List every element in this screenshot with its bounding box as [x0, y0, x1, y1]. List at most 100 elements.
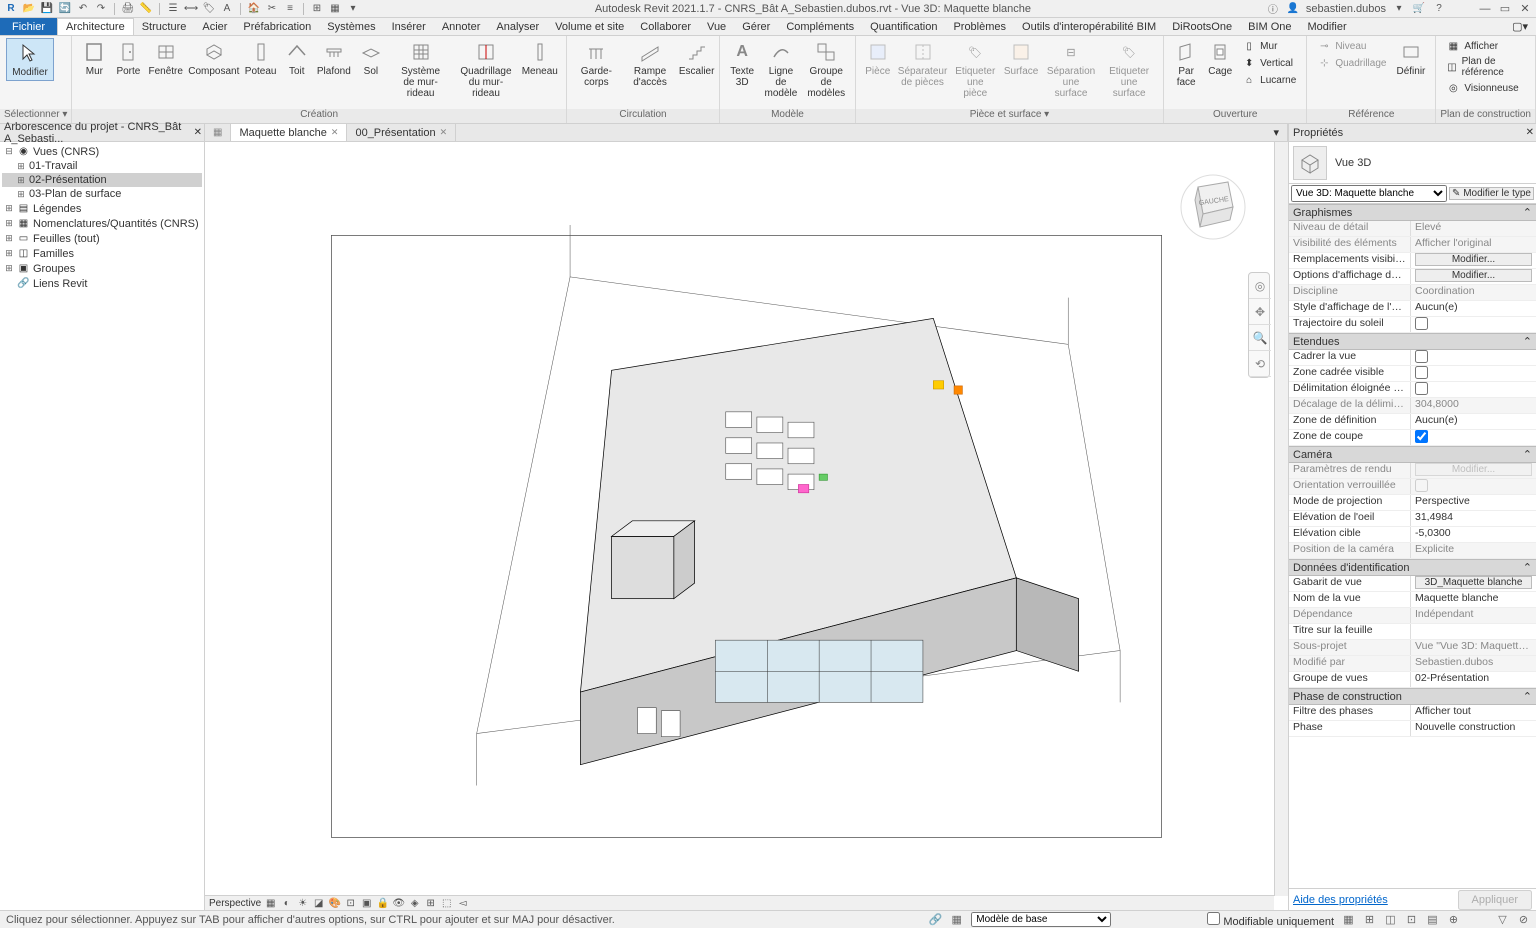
sb-icon-3[interactable]: ◫: [1384, 913, 1397, 926]
expand-icon[interactable]: ⊞: [16, 189, 26, 200]
menu-acier[interactable]: Acier: [194, 18, 235, 35]
dormer-button[interactable]: ⌂Lucarne: [1238, 72, 1300, 88]
sb-icon-1[interactable]: ▦: [1342, 913, 1355, 926]
prop-filtre-phases[interactable]: Filtre des phasesAfficher tout: [1289, 705, 1536, 721]
prop-titre[interactable]: Titre sur la feuille: [1289, 624, 1536, 640]
instance-selector[interactable]: Vue 3D: Maquette blanche: [1291, 185, 1447, 202]
undo-icon[interactable]: ↶: [76, 2, 90, 16]
tree-groups[interactable]: ⊞▣Groupes: [2, 261, 202, 276]
show-button[interactable]: ▦Afficher: [1442, 38, 1529, 54]
expand-icon[interactable]: ⊞: [4, 248, 14, 259]
prop-groupe-vues[interactable]: Groupe de vues02-Présentation: [1289, 672, 1536, 688]
menu-bimone[interactable]: BIM One: [1240, 18, 1299, 35]
mullion-button[interactable]: Meneau: [520, 38, 560, 79]
prop-delim[interactable]: Délimitation éloignée active: [1289, 382, 1536, 398]
door-button[interactable]: Porte: [112, 38, 144, 79]
menu-annoter[interactable]: Annoter: [434, 18, 489, 35]
tree-presentation[interactable]: ⊞02-Présentation: [2, 173, 202, 187]
tab-overflow[interactable]: ▾: [1265, 124, 1288, 141]
workset-selector[interactable]: Modèle de base: [971, 912, 1111, 927]
redo-icon[interactable]: ↷: [94, 2, 108, 16]
window-button[interactable]: Fenêtre: [146, 38, 185, 79]
set-button[interactable]: Définir: [1392, 38, 1429, 79]
editable-only-label[interactable]: Modifiable uniquement: [1207, 912, 1334, 928]
menu-file[interactable]: Fichier: [0, 18, 57, 35]
prop-nom-vue[interactable]: Nom de la vueMaquette blanche: [1289, 592, 1536, 608]
collapse-icon[interactable]: ⌃: [1523, 335, 1532, 348]
save-icon[interactable]: 💾: [40, 2, 54, 16]
sb-icon-6[interactable]: ⊕: [1447, 913, 1460, 926]
modify-button[interactable]: Modifier: [6, 38, 54, 81]
thinlines-icon[interactable]: ≡: [283, 2, 297, 16]
properties-close-icon[interactable]: ✕: [1526, 127, 1534, 138]
tree-links[interactable]: 🔗Liens Revit: [2, 276, 202, 291]
crop-checkbox[interactable]: [1415, 350, 1428, 363]
menu-inserer[interactable]: Insérer: [384, 18, 434, 35]
prop-rempl-visib[interactable]: Remplacements visibilité / g...Modifier.…: [1289, 253, 1536, 269]
expand-icon[interactable]: ⊞: [4, 218, 14, 229]
properties-help-link[interactable]: Aide des propriétés: [1293, 894, 1388, 906]
menu-quantif[interactable]: Quantification: [862, 18, 945, 35]
collapse-icon[interactable]: ⌃: [1523, 448, 1532, 461]
menu-problemes[interactable]: Problèmes: [945, 18, 1014, 35]
print-icon[interactable]: 🖨: [121, 2, 135, 16]
shadows-icon[interactable]: ◪: [312, 897, 325, 910]
minimize-button[interactable]: —: [1478, 2, 1492, 16]
shaft-button[interactable]: Cage: [1204, 38, 1236, 79]
prop-trajectoire[interactable]: Trajectoire du soleil: [1289, 317, 1536, 333]
edit-button[interactable]: Modifier...: [1415, 269, 1532, 282]
open-icon[interactable]: 📂: [22, 2, 36, 16]
group-graphismes[interactable]: Graphismes⌃: [1289, 204, 1536, 221]
align-icon[interactable]: ☰: [166, 2, 180, 16]
stair-button[interactable]: Escalier: [680, 38, 713, 79]
vertical-opening-button[interactable]: ⬍Vertical: [1238, 55, 1300, 71]
expand-icon[interactable]: ⊞: [16, 161, 26, 172]
text-icon[interactable]: A: [220, 2, 234, 16]
railing-button[interactable]: Garde-corps: [573, 38, 620, 90]
menu-vue[interactable]: Vue: [699, 18, 734, 35]
visual-style-icon[interactable]: ◐: [280, 897, 293, 910]
maximize-button[interactable]: ▭: [1498, 2, 1512, 16]
group-camera[interactable]: Caméra⌃: [1289, 446, 1536, 463]
sun-path-icon[interactable]: ☀: [296, 897, 309, 910]
close-inactive-icon[interactable]: ⊞: [310, 2, 324, 16]
prop-zone-def[interactable]: Zone de définitionAucun(e): [1289, 414, 1536, 430]
3d-canvas[interactable]: GAUCHE ◎ ✥ 🔍 ⟲ Perspective ▦ ◐ ☀ ◪ 🎨 ⊡: [205, 142, 1288, 910]
expand-icon[interactable]: ⊞: [16, 175, 26, 186]
temp-hide-icon[interactable]: 👁: [392, 897, 405, 910]
sync-icon[interactable]: 🔄: [58, 2, 72, 16]
help-icon[interactable]: ?: [1432, 2, 1446, 16]
expand-icon[interactable]: ⊞: [4, 203, 14, 214]
wall-button[interactable]: Mur: [78, 38, 110, 79]
reveal-icon[interactable]: ◈: [408, 897, 421, 910]
crop-visible-icon[interactable]: ▣: [360, 897, 373, 910]
menu-gerer[interactable]: Gérer: [734, 18, 778, 35]
edit-button[interactable]: Modifier...: [1415, 253, 1532, 266]
close-button[interactable]: ✕: [1518, 2, 1532, 16]
column-button[interactable]: Poteau: [243, 38, 279, 79]
menu-analyser[interactable]: Analyser: [488, 18, 547, 35]
view-cube[interactable]: GAUCHE: [1178, 172, 1248, 242]
prop-options-aff[interactable]: Options d'affichage des gra...Modifier..…: [1289, 269, 1536, 285]
tree-plansurface[interactable]: ⊞03-Plan de surface: [2, 187, 202, 201]
model-text-button[interactable]: ATexte 3D: [726, 38, 758, 90]
pan-icon[interactable]: ✥: [1249, 299, 1271, 325]
cancel-icon[interactable]: ⊘: [1517, 913, 1530, 926]
lock-icon[interactable]: 🔒: [376, 897, 389, 910]
worksharing-icon[interactable]: ⊞: [424, 897, 437, 910]
model-line-button[interactable]: Ligne de modèle: [760, 38, 802, 101]
user-dropdown-icon[interactable]: ▾: [1392, 2, 1406, 16]
floor-button[interactable]: Sol: [355, 38, 387, 79]
tree-travail[interactable]: ⊞01-Travail: [2, 159, 202, 173]
menu-complements[interactable]: Compléments: [778, 18, 862, 35]
edit-type-button[interactable]: ✎ Modifier le type: [1449, 187, 1534, 200]
menu-architecture[interactable]: Architecture: [57, 18, 134, 35]
section-box-checkbox[interactable]: [1415, 430, 1428, 443]
chevron-icon[interactable]: ◅: [456, 897, 469, 910]
filter-icon[interactable]: ▽: [1496, 913, 1509, 926]
crop-visible-checkbox[interactable]: [1415, 366, 1428, 379]
template-button[interactable]: 3D_Maquette blanche: [1415, 576, 1532, 589]
prop-cadrer[interactable]: Cadrer la vue: [1289, 350, 1536, 366]
menu-diroots[interactable]: DiRootsOne: [1164, 18, 1240, 35]
orbit-icon[interactable]: ⟲: [1249, 351, 1271, 377]
